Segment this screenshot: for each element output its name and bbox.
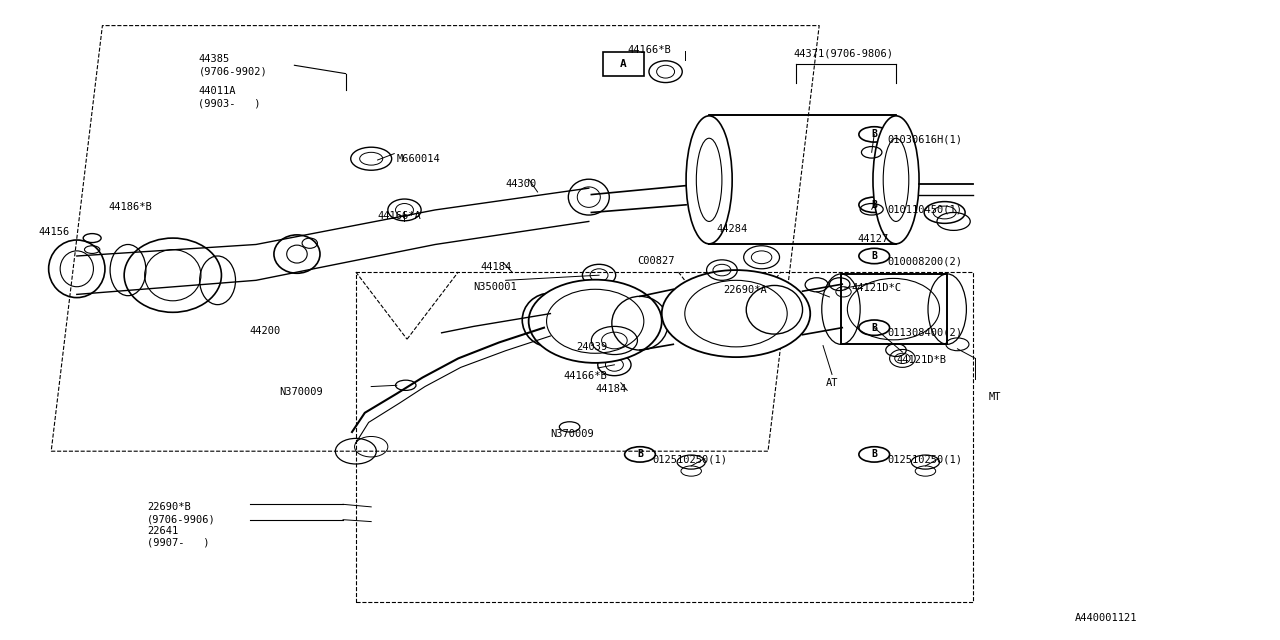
Text: B: B (637, 449, 643, 460)
Text: 44011A
(9903-   ): 44011A (9903- ) (198, 86, 261, 108)
Ellipse shape (673, 292, 730, 341)
Ellipse shape (873, 116, 919, 244)
Text: 44200: 44200 (250, 326, 280, 337)
Text: 44385
(9706-9902): 44385 (9706-9902) (198, 54, 268, 76)
Text: B: B (872, 449, 877, 460)
Text: 44166*B: 44166*B (627, 45, 671, 55)
Text: B: B (872, 129, 877, 140)
Text: 22690*A: 22690*A (723, 285, 767, 295)
Polygon shape (77, 188, 589, 294)
Text: 44300: 44300 (506, 179, 536, 189)
Text: 012510250(1): 012510250(1) (887, 454, 963, 465)
Text: 44166*B: 44166*B (563, 371, 607, 381)
Text: A440001121: A440001121 (1075, 613, 1138, 623)
FancyBboxPatch shape (841, 274, 947, 344)
Text: 22690*B
(9706-9906)
22641
(9907-   ): 22690*B (9706-9906) 22641 (9907- ) (147, 502, 216, 547)
Text: B: B (872, 200, 877, 210)
Text: 24039: 24039 (576, 342, 607, 353)
Text: N370009: N370009 (550, 429, 594, 439)
Text: 44371(9706-9806): 44371(9706-9806) (794, 48, 893, 58)
Ellipse shape (529, 280, 662, 363)
Text: M660014: M660014 (397, 154, 440, 164)
Text: 44121D*B: 44121D*B (896, 355, 946, 365)
Text: 44284: 44284 (717, 224, 748, 234)
Ellipse shape (522, 293, 579, 347)
Text: 44166*A: 44166*A (378, 211, 421, 221)
Text: C00827: C00827 (637, 256, 675, 266)
Text: 44184: 44184 (595, 384, 626, 394)
Ellipse shape (662, 270, 810, 357)
Text: AT: AT (826, 378, 838, 388)
Ellipse shape (686, 116, 732, 244)
Text: 44184: 44184 (480, 262, 511, 273)
Text: 44156: 44156 (38, 227, 69, 237)
Text: 010008200(2): 010008200(2) (887, 256, 963, 266)
Text: 011308400(2): 011308400(2) (887, 328, 963, 338)
Text: B: B (872, 323, 877, 333)
Text: 01030616H(1): 01030616H(1) (887, 134, 963, 145)
Text: 010110450(1): 010110450(1) (887, 205, 963, 215)
Text: 44127: 44127 (858, 234, 888, 244)
Text: N370009: N370009 (279, 387, 323, 397)
Text: N350001: N350001 (474, 282, 517, 292)
Text: A: A (620, 59, 627, 69)
Text: 012510250(1): 012510250(1) (653, 454, 728, 465)
FancyBboxPatch shape (709, 115, 896, 244)
Text: 44186*B: 44186*B (109, 202, 152, 212)
Text: B: B (872, 251, 877, 261)
Text: 44121D*C: 44121D*C (851, 283, 901, 293)
Text: MT: MT (988, 392, 1001, 402)
